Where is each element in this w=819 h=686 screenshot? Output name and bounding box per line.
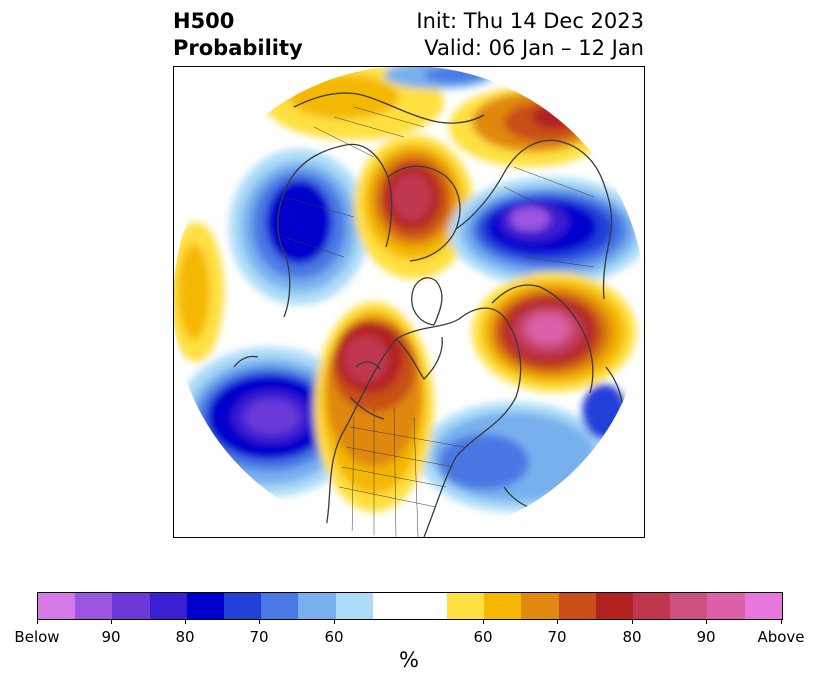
colorbar-tick-label: Above bbox=[757, 628, 805, 646]
colorbar-segment bbox=[670, 593, 708, 619]
colorbar bbox=[37, 592, 783, 620]
colorbar-segment bbox=[112, 593, 150, 619]
colorbar-unit: % bbox=[399, 648, 419, 672]
colorbar-segment bbox=[335, 593, 373, 619]
init-date: Init: Thu 14 Dec 2023 bbox=[416, 9, 644, 33]
map-title: H500 Probability bbox=[173, 8, 303, 62]
colorbar-segment bbox=[633, 593, 671, 619]
colorbar-tick-label: 70 bbox=[547, 628, 567, 646]
colorbar-segment bbox=[149, 593, 187, 619]
valid-range: Valid: 06 Jan – 12 Jan bbox=[424, 36, 644, 60]
colorbar-tick bbox=[632, 619, 633, 624]
colorbar-tick-label: 80 bbox=[622, 628, 642, 646]
colorbar-tick-label: Below bbox=[14, 628, 60, 646]
colorbar-tick-label: 60 bbox=[473, 628, 493, 646]
colorbar-tick bbox=[185, 619, 186, 624]
colorbar-segment bbox=[75, 593, 113, 619]
colorbar-segment bbox=[558, 593, 596, 619]
colorbar-tick bbox=[557, 619, 558, 624]
map-canvas bbox=[174, 67, 644, 537]
colorbar-tick-label: 90 bbox=[101, 628, 121, 646]
probability-map bbox=[173, 66, 645, 538]
title-line-1: H500 bbox=[173, 9, 235, 33]
title-line-2: Probability bbox=[173, 36, 303, 60]
colorbar-segment bbox=[261, 593, 299, 619]
coastlines bbox=[233, 92, 623, 537]
colorbar-tick-label: 80 bbox=[175, 628, 195, 646]
colorbar-segment bbox=[372, 593, 410, 619]
colorbar-segment bbox=[298, 593, 336, 619]
colorbar-tick-label: 70 bbox=[249, 628, 269, 646]
colorbar-tick bbox=[259, 619, 260, 624]
colorbar-segment bbox=[38, 593, 76, 619]
colorbar-segment bbox=[409, 593, 448, 619]
colorbar-segment bbox=[707, 593, 745, 619]
colorbar-tick bbox=[334, 619, 335, 624]
colorbar-segment bbox=[223, 593, 262, 619]
colorbar-segment bbox=[595, 593, 633, 619]
colorbar-tick bbox=[781, 619, 782, 624]
borders bbox=[283, 106, 595, 537]
colorbar-segment bbox=[521, 593, 559, 619]
colorbar-segment bbox=[484, 593, 522, 619]
colorbar-tick bbox=[483, 619, 484, 624]
colorbar-segment bbox=[186, 593, 224, 619]
colorbar-tick-label: 60 bbox=[324, 628, 344, 646]
date-info: Init: Thu 14 Dec 2023 Valid: 06 Jan – 12… bbox=[416, 8, 644, 62]
colorbar-tick bbox=[706, 619, 707, 624]
colorbar-segment bbox=[744, 593, 782, 619]
colorbar-tick bbox=[37, 619, 38, 624]
colorbar-segment bbox=[447, 593, 485, 619]
colorbar-tick bbox=[111, 619, 112, 624]
colorbar-tick-label: 90 bbox=[696, 628, 716, 646]
